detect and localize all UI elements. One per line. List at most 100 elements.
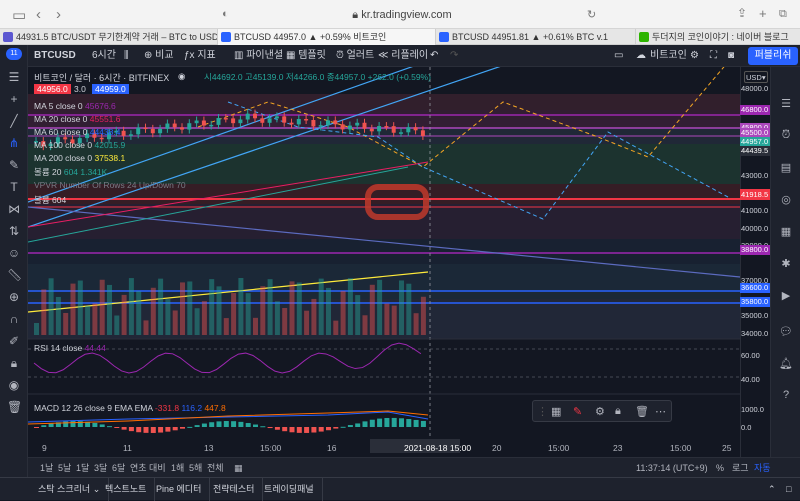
magnet-icon[interactable]: ∩ [9, 312, 19, 326]
range-1m[interactable]: 1달 [76, 463, 90, 473]
volume-pane-legend[interactable]: 볼륨 604 [34, 195, 67, 205]
reload-icon[interactable]: ↻ [587, 9, 597, 21]
chart-pane[interactable]: 비트코인 / 달러 · 6시간 · BITFINEX ◉ 시44692.0 고4… [28, 67, 770, 457]
ask-price[interactable]: 44959.0 [92, 84, 129, 94]
alert-button[interactable]: ⏰︎ 얼러트 [336, 50, 375, 61]
currency-selector[interactable]: USD▾ [744, 71, 768, 83]
range-5d[interactable]: 5날 [58, 463, 72, 473]
pencil-color-icon[interactable]: ✎ [573, 406, 583, 418]
watchlist-icon[interactable]: ☰ [781, 98, 791, 110]
range-3m[interactable]: 3달 [94, 463, 108, 473]
stay-drawing-icon[interactable]: ✐ [8, 334, 20, 348]
data-window-icon[interactable]: ▤ [780, 162, 792, 174]
ma200-legend[interactable]: MA 200 close 0 37538.1 [34, 153, 126, 163]
tab-trading-panel[interactable]: 트레이딩패널 [256, 478, 323, 501]
date-range-icon[interactable]: ▦ [234, 463, 243, 473]
ma60-legend[interactable]: MA 60 close 0 44438.4 [34, 127, 121, 137]
lock-icon[interactable]: 🔒︎ [615, 405, 621, 417]
share-icon[interactable]: ⇪ [737, 6, 748, 20]
alerts-icon[interactable]: ⏰︎ [781, 129, 791, 141]
trash-icon[interactable]: 🗑︎ [635, 406, 649, 418]
tab-text-notes[interactable]: 텍스트노트 [97, 478, 156, 501]
bar-style-icon[interactable]: ⫼ [124, 50, 129, 61]
settings-icon[interactable]: ⚙ [690, 50, 699, 61]
range-6m[interactable]: 6달 [112, 463, 126, 473]
template-icon[interactable]: ▦ [551, 406, 562, 418]
eye-icon[interactable]: ◉ [178, 71, 186, 81]
ma100-legend[interactable]: MA 100 close 0 42015.9 [34, 140, 126, 150]
trendline-icon[interactable]: ╱ [10, 114, 18, 128]
new-tab-icon[interactable]: + [759, 6, 767, 21]
help-icon[interactable]: ? [782, 389, 790, 401]
notifications-icon[interactable]: 🔔︎ [779, 358, 793, 370]
templates-button[interactable]: ▦ 템플릿 [286, 50, 326, 61]
range-5y[interactable]: 5해 [189, 463, 203, 473]
ma5-legend[interactable]: MA 5 close 0 45676.6 [34, 101, 116, 111]
publish-button[interactable]: 퍼블리쉬 [748, 47, 798, 65]
measure-icon[interactable]: 📏︎ [7, 268, 23, 282]
drag-handle-icon[interactable]: ⋮ [537, 406, 548, 418]
hide-drawings-icon[interactable]: ◉ [8, 378, 20, 392]
ideas-icon[interactable]: ✱ [781, 258, 791, 270]
replay-button[interactable]: ≪ 리플레이 [378, 50, 429, 61]
forward-icon[interactable]: › [56, 6, 61, 23]
camera-icon[interactable]: ◙ [728, 50, 735, 61]
tab-overview-icon[interactable]: ⧉ [779, 8, 787, 20]
macd-legend[interactable]: MACD 12 26 close 9 EMA EMA -331.8 116.2 … [34, 403, 226, 413]
layout-icon[interactable]: ▭ [614, 50, 624, 61]
collapse-icon[interactable]: ⌃ [768, 484, 776, 494]
tab-pine-editor[interactable]: Pine 에디터 [148, 478, 211, 501]
clock-timezone[interactable]: 11:37:14 (UTC+9) [636, 463, 708, 473]
symbol-search[interactable]: BTCUSD [34, 50, 76, 61]
interval-button[interactable]: 6시간 [92, 50, 116, 61]
brush-icon[interactable]: ✎ [8, 158, 20, 172]
trash-icon[interactable]: 🗑︎ [7, 400, 23, 414]
compare-button[interactable]: ⊕ 비교 [144, 50, 174, 61]
ma20-legend[interactable]: MA 20 close 0 45551.6 [34, 114, 121, 124]
tab-stock-screener[interactable]: 스탁 스크리너 ⌄ [30, 478, 110, 501]
fullscreen-icon[interactable]: ⛶ [710, 50, 717, 61]
range-1y[interactable]: 1해 [171, 463, 185, 473]
range-1d[interactable]: 1날 [40, 463, 54, 473]
crosshair-icon[interactable]: + [10, 92, 18, 106]
browser-tab-btcusd-2[interactable]: BTCUSD 44951.81 ▲ +0.61% BTC v.1 [436, 29, 636, 45]
layout-name[interactable]: 비트코인 [650, 50, 687, 61]
browser-tab-btcusd[interactable]: BTCUSD 44957.0 ▲ +0.59% 비트코인 [218, 29, 436, 45]
undo-icon[interactable]: ↶ [430, 50, 439, 61]
address-bar[interactable]: 🔒︎ kr.tradingview.com [222, 6, 582, 24]
range-ytd[interactable]: 연초 대비 [130, 463, 166, 473]
vpvr-legend[interactable]: VPVR Number Of Rows 24 Up/Down 70 [34, 180, 186, 190]
rsi-legend[interactable]: RSI 14 close 44.44 [34, 343, 106, 353]
auto-toggle[interactable]: 자동 [754, 463, 771, 473]
notification-badge[interactable]: 11 [6, 48, 22, 60]
browser-tab-naver-blog[interactable]: 두더지의 코인이야기 : 네이버 블로그 [636, 29, 800, 45]
forecast-icon[interactable]: ⇅ [8, 224, 20, 238]
pattern-icon[interactable]: ⋈ [8, 202, 20, 216]
percent-toggle[interactable]: % [716, 463, 725, 473]
zoom-icon[interactable]: ⊕ [8, 290, 20, 304]
settings-icon[interactable]: ⚙ [595, 406, 605, 418]
tab-strategy-tester[interactable]: 전략테스터 [205, 478, 264, 501]
volume-bar [99, 279, 105, 335]
lock-drawings-icon[interactable]: 🔒︎ [10, 356, 18, 370]
more-icon[interactable]: ⋯ [655, 406, 666, 418]
sidebar-icon[interactable]: ▭ [12, 7, 27, 24]
maximize-icon[interactable]: □ [786, 484, 792, 494]
menu-icon[interactable]: ☰ [8, 70, 20, 84]
financials-button[interactable]: ▥ 파이낸셜 [234, 50, 284, 61]
icon-tool-icon[interactable]: ☺ [7, 246, 21, 260]
pitchfork-icon[interactable]: ⋔ [8, 136, 20, 150]
streams-icon[interactable]: ▶ [781, 290, 791, 302]
bid-price[interactable]: 44956.0 [34, 84, 71, 94]
calendar-icon[interactable]: ▦ [780, 226, 792, 238]
text-tool-icon[interactable]: T [10, 180, 18, 194]
chat-icon[interactable]: 💬︎ [779, 326, 793, 338]
back-icon[interactable]: ‹ [36, 6, 41, 23]
browser-tab-bitget[interactable]: 44931.5 BTC/USDT 무기한계약 거래 – BTC to USDT … [0, 29, 218, 45]
volume-legend[interactable]: 볼륨 20 604 1.341K [34, 167, 108, 177]
range-all[interactable]: 전체 [207, 463, 224, 473]
indicators-button[interactable]: ƒx 지표 [184, 50, 216, 61]
redo-icon[interactable]: ↷ [450, 50, 459, 61]
hotlist-icon[interactable]: ◎ [781, 194, 791, 206]
log-toggle[interactable]: 로그 [732, 463, 749, 473]
